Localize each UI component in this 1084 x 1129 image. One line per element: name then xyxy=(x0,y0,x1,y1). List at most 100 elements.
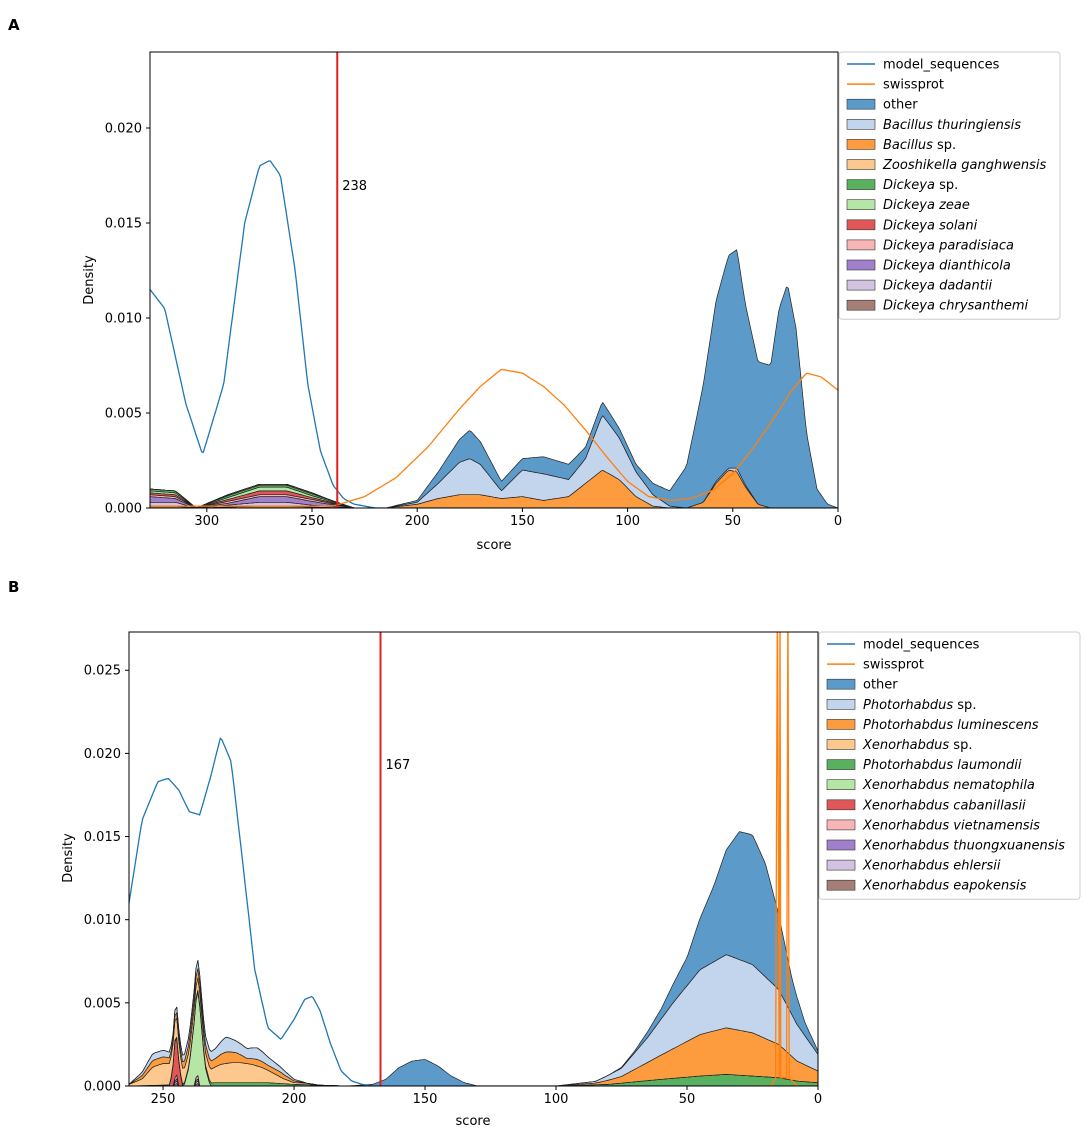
legend-swatch-photorhabdus-laumondii xyxy=(826,759,856,770)
legend-label-xenorhabdus-sp-: Xenorhabdus sp. xyxy=(862,738,972,753)
legend-swatch-dickeya-dianthicola xyxy=(846,259,876,271)
area-xenorhabdus-nematophila xyxy=(129,991,818,1086)
line-swissprot xyxy=(739,632,818,1086)
legend-label-photorhabdus-laumondii: Photorhabdus laumondii xyxy=(863,758,1022,773)
legend-swatch-photorhabdus-luminescens xyxy=(826,719,856,730)
x-tick-label: 300 xyxy=(194,514,219,529)
panel-b-label: B xyxy=(8,578,19,596)
plot-frame xyxy=(128,631,819,1087)
x-tick-label: 250 xyxy=(300,514,325,529)
legend-label-photorhabdus-luminescens: Photorhabdus luminescens xyxy=(863,718,1039,733)
x-tick-label: 50 xyxy=(725,514,742,529)
legend-label-dickeya-chrysanthemi: Dickeya chrysanthemi xyxy=(883,299,1028,314)
panel-b-ylabel: Density xyxy=(61,833,76,883)
x-tick-label: 100 xyxy=(544,1092,569,1107)
x-tick-label: 150 xyxy=(510,514,535,529)
area-bacillus-sp- xyxy=(150,469,838,508)
panel-a-legend: model_sequences swissprot other Bacillus th… xyxy=(838,51,1061,320)
x-tick-label: 200 xyxy=(282,1092,307,1107)
legend-label-dickeya-solani: Dickeya solani xyxy=(883,218,978,233)
legend-label-dickeya-dianthicola: Dickeya dianthicola xyxy=(883,259,1011,274)
legend-swatch-xenorhabdus-vietnamensis xyxy=(826,819,856,831)
plot-area xyxy=(129,632,818,1086)
line-swissprot xyxy=(150,368,838,507)
y-tick-label: 0.015 xyxy=(105,217,142,232)
x-tick-label: 200 xyxy=(405,514,430,529)
legend-swatch-xenorhabdus-cabanillasii xyxy=(826,799,856,811)
legend-label-xenorhabdus-cabanillasii: Xenorhabdus cabanillasii xyxy=(862,798,1026,813)
legend-label-xenorhabdus-ehlersii: Xenorhabdus ehlersii xyxy=(862,859,1001,874)
legend-swatch-other xyxy=(846,98,876,110)
panel-b: B 167 250 200 150 100 50 0 0.000 0.005 0.010 0.015… xyxy=(8,578,1081,1129)
x-tick-label: 0 xyxy=(814,1092,822,1107)
legend-label-xenorhabdus-vietnamensis: Xenorhabdus vietnamensis xyxy=(862,818,1040,833)
legend-label-xenorhabdus-nematophila: Xenorhabdus nematophila xyxy=(862,778,1035,793)
area-photorhabdus-laumondii xyxy=(129,989,818,1086)
area-other xyxy=(129,831,818,1086)
y-tick-label: 0.005 xyxy=(84,996,121,1011)
panel-b-plot: 167 250 200 150 100 50 0 0.000 0.005 0.010 0.015 0.… xyxy=(84,631,822,1107)
y-tick-label: 0.020 xyxy=(84,747,121,762)
legend-swatch-xenorhabdus-eapokensis xyxy=(826,879,856,891)
legend-label-zooshikella-ganghwensis: Zooshikella ganghwensis xyxy=(882,158,1046,173)
plot-area xyxy=(150,160,838,508)
legend-swatch-dickeya-dadantii xyxy=(846,279,876,291)
y-tick-label: 0.000 xyxy=(84,1080,121,1095)
legend-label-swissprot: swissprot xyxy=(863,658,924,673)
panel-b-legend: model_sequences swissprot other Photorhabdu… xyxy=(818,631,1081,900)
y-tick-label: 0.000 xyxy=(105,502,142,517)
panel-a-plot: 238 300 250 200 150 100 50 0 0.000 0.005 0.010 0.01… xyxy=(105,51,842,529)
area-bacillus-thuringiensis xyxy=(150,415,838,508)
area-other xyxy=(150,249,838,508)
y-tick-label: 0.015 xyxy=(84,830,121,845)
threshold-label: 167 xyxy=(385,758,410,773)
legend-label-dickeya-paradisiaca: Dickeya paradisiaca xyxy=(883,238,1014,253)
legend-label-model-sequences: model_sequences xyxy=(863,638,980,653)
x-tick-label: 250 xyxy=(151,1092,176,1107)
legend-label-other: other xyxy=(883,98,918,113)
x-tick-label: 50 xyxy=(679,1092,696,1107)
x-tick-label: 100 xyxy=(615,514,640,529)
legend-box xyxy=(818,631,1081,900)
legend-label-bacillus-sp-: Bacillus sp. xyxy=(883,138,956,153)
legend-label-other: other xyxy=(863,678,898,693)
area-photorhabdus-luminescens xyxy=(129,968,818,1086)
legend-swatch-xenorhabdus-nematophila xyxy=(826,779,856,791)
y-tick-label: 0.010 xyxy=(84,913,121,928)
panel-b-xlabel: score xyxy=(456,1114,491,1129)
legend-swatch-dickeya-sp- xyxy=(846,179,876,190)
legend-label-xenorhabdus-thuongxuanensis: Xenorhabdus thuongxuanensis xyxy=(862,839,1065,854)
y-tick-label: 0.025 xyxy=(84,664,121,679)
legend-label-model-sequences: model_sequences xyxy=(883,58,1000,73)
legend-swatch-xenorhabdus-thuongxuanensis xyxy=(826,839,856,851)
legend-swatch-bacillus-thuringiensis xyxy=(846,119,876,130)
legend-label-bacillus-thuringiensis: Bacillus thuringiensis xyxy=(883,118,1021,133)
legend-swatch-dickeya-zeae xyxy=(846,199,876,210)
legend-swatch-bacillus-sp- xyxy=(846,139,876,150)
panel-a-ylabel: Density xyxy=(82,255,97,305)
legend-swatch-dickeya-solani xyxy=(846,219,876,231)
threshold-label: 238 xyxy=(342,179,367,194)
legend-swatch-dickeya-chrysanthemi xyxy=(846,299,876,311)
line-model-sequences xyxy=(150,160,838,508)
panel-a: A 238 300 250 200 150 100 50 0 0.000 0.005 0.010 0.… xyxy=(8,16,1061,553)
legend-box xyxy=(838,51,1061,320)
legend-label-swissprot: swissprot xyxy=(883,78,944,93)
y-tick-label: 0.005 xyxy=(105,407,142,422)
legend-swatch-dickeya-paradisiaca xyxy=(846,239,876,251)
legend-swatch-zooshikella-ganghwensis xyxy=(846,159,876,170)
legend-label-dickeya-zeae: Dickeya zeae xyxy=(883,198,970,213)
y-tick-label: 0.020 xyxy=(105,122,142,137)
legend-label-dickeya-dadantii: Dickeya dadantii xyxy=(883,279,992,294)
legend-label-dickeya-sp-: Dickeya sp. xyxy=(883,178,958,193)
legend-swatch-xenorhabdus-sp- xyxy=(826,739,856,750)
x-tick-label: 0 xyxy=(834,514,842,529)
legend-swatch-photorhabdus-sp- xyxy=(826,698,856,710)
panel-a-label: A xyxy=(8,16,20,34)
plot-frame xyxy=(149,51,839,509)
legend-label-xenorhabdus-eapokensis: Xenorhabdus eapokensis xyxy=(862,879,1027,894)
y-tick-label: 0.010 xyxy=(105,312,142,327)
x-tick-label: 150 xyxy=(413,1092,438,1107)
panel-a-xlabel: score xyxy=(477,538,512,553)
